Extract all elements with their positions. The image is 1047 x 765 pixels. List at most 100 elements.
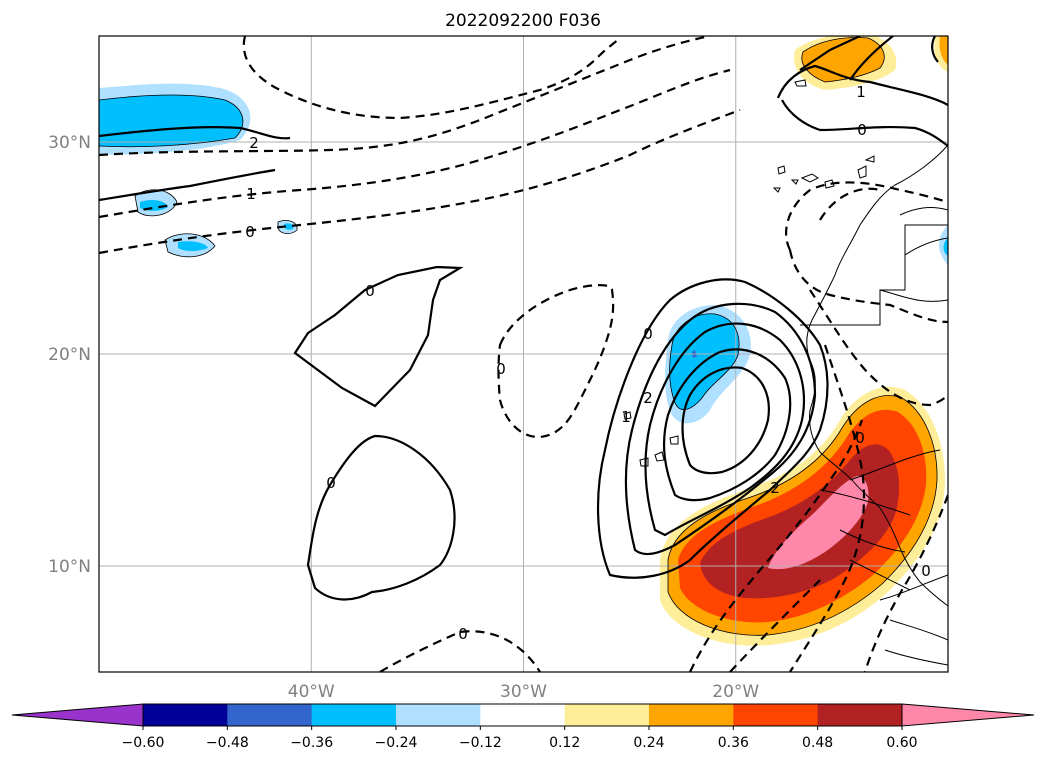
latitude-tick-labels: 30°N 20°N 10°N xyxy=(48,133,91,577)
contour-label: 0 xyxy=(496,360,506,378)
canary-island xyxy=(800,173,819,183)
colorbar-tick-label: −0.60 xyxy=(122,735,165,751)
contour-label: 2 xyxy=(770,479,780,497)
contour-line xyxy=(99,126,291,140)
colorbar-tick-label: 0.12 xyxy=(549,735,580,751)
contour-line xyxy=(624,302,817,556)
lat-tick-label: 20°N xyxy=(48,345,91,365)
colorbar-extend-low xyxy=(11,703,144,727)
contour-line xyxy=(662,348,792,502)
contour-line xyxy=(99,36,711,157)
plot-area: 2 1 0 0 0 0 0 0 2 1 0 0 2 1 0 xyxy=(99,36,948,672)
colorbar-swatch xyxy=(227,704,313,726)
border-line xyxy=(904,237,948,256)
border-line xyxy=(899,207,948,216)
colorbar-swatch xyxy=(564,704,650,726)
colorbar-tick-label: 0.36 xyxy=(718,735,749,751)
border-line xyxy=(849,559,911,591)
africa-coastline xyxy=(806,144,948,607)
colorbar-swatch xyxy=(648,704,734,726)
contour-line xyxy=(785,181,948,251)
border-line xyxy=(889,619,948,641)
contour-label: 0 xyxy=(857,121,867,139)
colorbar-swatch xyxy=(395,704,481,726)
colorbar-tick-label: −0.36 xyxy=(290,735,333,751)
lon-tick-label: 20°W xyxy=(712,682,759,702)
canary-island xyxy=(864,155,875,163)
cape-verde-island xyxy=(669,435,679,445)
cape-verde-island xyxy=(623,411,632,420)
coastlines xyxy=(623,79,948,666)
solid-contours xyxy=(99,36,948,601)
canary-island xyxy=(777,165,786,175)
dashed-contours xyxy=(99,36,948,672)
contour-line xyxy=(849,36,894,81)
contour-label: 0 xyxy=(855,429,865,447)
contour-label: 1 xyxy=(856,83,866,101)
contour-line xyxy=(497,284,615,439)
lon-tick-label: 40°W xyxy=(288,682,335,702)
contour-line xyxy=(99,68,731,219)
border-line xyxy=(800,224,948,326)
shade-light-blue xyxy=(938,225,948,265)
contour-label: 1 xyxy=(621,408,631,426)
colorbar-tick-label: −0.24 xyxy=(375,735,418,751)
colorbar-swatch xyxy=(143,704,228,726)
lon-tick-label: 30°W xyxy=(500,682,547,702)
canary-island xyxy=(772,187,781,193)
cape-verde-island xyxy=(654,451,665,462)
contour-line xyxy=(776,64,948,106)
contour-line xyxy=(809,289,948,407)
contour-line xyxy=(931,36,939,63)
longitude-tick-labels: 40°W 30°W 20°W xyxy=(288,682,760,702)
colorbar-swatch xyxy=(817,704,903,726)
contour-line xyxy=(781,99,948,147)
shade-orange xyxy=(939,36,948,65)
colorbar-swatch xyxy=(733,704,819,726)
border-line xyxy=(839,529,906,553)
contour-line xyxy=(596,278,829,579)
contour-line xyxy=(242,36,622,120)
contour-line xyxy=(689,419,864,672)
contour-line xyxy=(799,36,861,71)
shade-blue xyxy=(943,238,948,256)
colorbar-frame xyxy=(142,703,903,727)
colorbar-tick-label: −0.12 xyxy=(459,735,502,751)
shade-blue xyxy=(284,223,294,230)
colorbar-tick-labels: −0.60 −0.48 −0.36 −0.24 −0.12 0.12 0.24 0.36 0.4… xyxy=(122,726,918,751)
contour-line xyxy=(863,494,948,672)
lat-tick-label: 10°N xyxy=(48,557,91,577)
contour-line xyxy=(788,249,948,324)
shade-blue xyxy=(99,95,243,147)
contour-line xyxy=(819,187,881,221)
contour-line xyxy=(379,630,541,672)
contour-label: 2 xyxy=(643,389,653,407)
border-line xyxy=(879,289,948,302)
canary-island xyxy=(857,165,867,179)
contour-labels: 2 1 0 0 0 0 0 0 2 1 0 0 2 1 0 xyxy=(245,83,931,643)
figure-title: 2022092200 F036 xyxy=(445,11,601,31)
contour-label: 0 xyxy=(643,325,653,343)
contour-line xyxy=(99,108,741,255)
colorbar-extend-high xyxy=(901,703,1035,727)
contour-line xyxy=(681,366,770,475)
contour-line xyxy=(789,344,866,672)
madeira-island xyxy=(794,79,807,87)
colorbar-tick-label: 0.48 xyxy=(802,735,833,751)
border-line xyxy=(884,649,948,666)
colorbar-tick-label: 0.24 xyxy=(633,735,664,751)
contour-label: 0 xyxy=(921,562,931,580)
contour-line xyxy=(306,434,456,601)
contour-label: 0 xyxy=(365,282,375,300)
shade-outlines xyxy=(99,37,938,636)
canary-island xyxy=(790,179,799,185)
contour-label: 0 xyxy=(326,474,336,492)
border-line xyxy=(879,574,948,601)
contour-line xyxy=(293,265,464,408)
colorbar-swatch xyxy=(311,704,397,726)
lat-tick-label: 30°N xyxy=(48,133,91,153)
cape-verde-island xyxy=(639,457,649,467)
shade-orange xyxy=(801,37,885,82)
